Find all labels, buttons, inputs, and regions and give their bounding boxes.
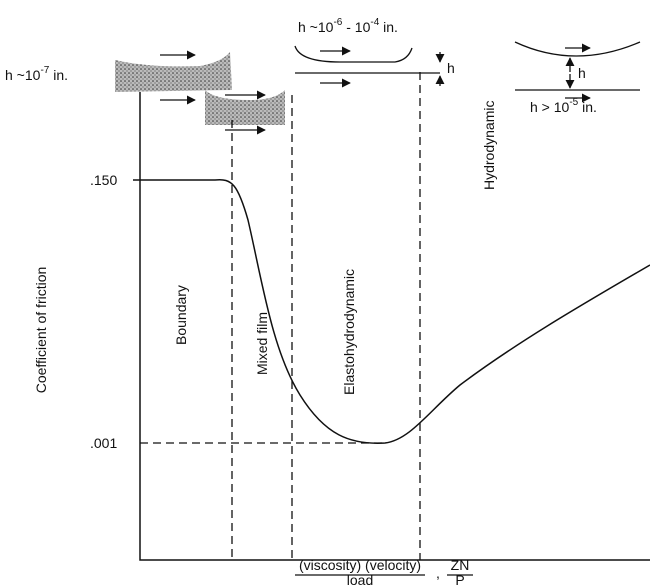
- x-numerator: (viscosity) (velocity): [299, 557, 421, 573]
- regime-label: Elastohydrodynamic: [341, 269, 357, 395]
- ehd-sketch: [294, 45, 445, 88]
- y-axis-title: Coefficient of friction: [33, 267, 49, 394]
- film-label: h > 10-5 in.: [530, 97, 597, 115]
- y-tick-label: .150: [90, 172, 117, 188]
- axes: [139, 92, 650, 561]
- regime-label: Boundary: [173, 285, 189, 345]
- x-separator: ,: [436, 565, 440, 581]
- boundary-sketch: [115, 50, 232, 105]
- x-denominator: load: [347, 572, 373, 585]
- y-tick-label: .001: [90, 435, 117, 451]
- mixed-sketch: [205, 90, 285, 135]
- film-label: h ~10-6 - 10-4 in.: [298, 17, 398, 35]
- gap-label: h: [578, 65, 586, 81]
- hydro-sketch: [514, 41, 641, 103]
- x-symbol-denominator: P: [455, 572, 464, 585]
- friction-curve: [140, 178, 650, 444]
- x-symbol-numerator: ZN: [451, 557, 470, 573]
- regime-label: Mixed film: [254, 312, 270, 375]
- gap-label: h: [447, 60, 455, 76]
- regime-label: Hydrodynamic: [481, 101, 497, 190]
- film-label: h ~10-7 in.: [5, 65, 68, 83]
